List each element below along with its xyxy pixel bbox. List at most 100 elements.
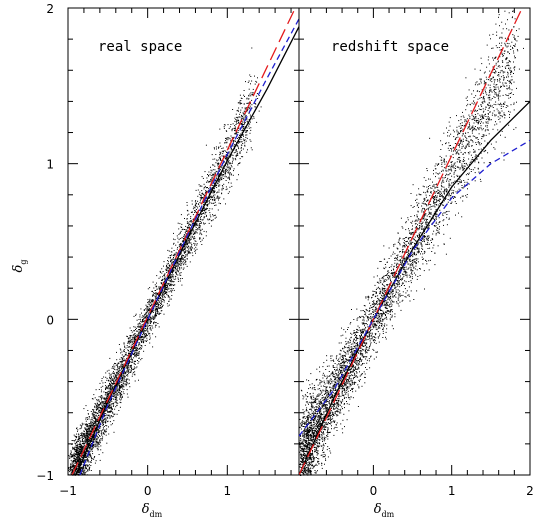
- scatter-point: [109, 407, 111, 409]
- scatter-point: [240, 139, 242, 141]
- scatter-point: [162, 291, 164, 293]
- scatter-point: [115, 375, 117, 377]
- scatter-point: [163, 283, 165, 285]
- scatter-point: [226, 157, 228, 159]
- scatter-point: [233, 168, 235, 170]
- scatter-point: [81, 457, 83, 458]
- scatter-point: [76, 454, 77, 456]
- scatter-point: [373, 349, 375, 351]
- scatter-point: [128, 363, 130, 364]
- scatter-point: [395, 291, 397, 293]
- scatter-point: [163, 274, 165, 276]
- scatter-point: [101, 406, 103, 408]
- scatter-point: [126, 371, 128, 373]
- scatter-point: [86, 431, 88, 433]
- scatter-point: [343, 350, 345, 352]
- scatter-point: [129, 352, 131, 354]
- scatter-point: [79, 471, 81, 473]
- scatter-point: [88, 442, 89, 444]
- scatter-point: [169, 265, 171, 267]
- scatter-point: [171, 262, 173, 264]
- scatter-point: [179, 223, 181, 225]
- scatter-point: [328, 448, 330, 449]
- scatter-point: [157, 309, 158, 310]
- scatter-point: [77, 446, 79, 448]
- scatter-point: [235, 129, 236, 131]
- scatter-point: [96, 405, 98, 407]
- scatter-point: [126, 368, 128, 370]
- scatter-point: [84, 459, 86, 461]
- scatter-point: [176, 260, 178, 262]
- scatter-point: [149, 321, 151, 323]
- scatter-point: [195, 231, 197, 233]
- scatter-point: [144, 327, 146, 329]
- scatter-point: [237, 152, 239, 154]
- scatter-point: [474, 172, 476, 174]
- scatter-point: [120, 349, 122, 351]
- scatter-point: [88, 454, 90, 456]
- scatter-point: [249, 132, 251, 134]
- scatter-point: [117, 394, 119, 396]
- scatter-point: [214, 169, 216, 171]
- scatter-point: [121, 368, 123, 369]
- scatter-point: [195, 205, 197, 207]
- scatter-point: [156, 297, 157, 299]
- scatter-point: [121, 384, 123, 386]
- scatter-point: [82, 439, 83, 441]
- scatter-point: [79, 461, 81, 463]
- scatter-point: [215, 176, 217, 178]
- scatter-point: [119, 367, 121, 368]
- scatter-point: [105, 399, 107, 401]
- scatter-point: [168, 279, 170, 281]
- scatter-point: [121, 351, 123, 353]
- scatter-point: [123, 366, 125, 368]
- scatter-point: [105, 434, 107, 436]
- scatter-point: [141, 348, 142, 350]
- scatter-point: [184, 231, 186, 233]
- scatter-point: [69, 466, 71, 468]
- scatter-point: [192, 222, 194, 224]
- scatter-point: [239, 94, 241, 96]
- scatter-point: [130, 356, 132, 358]
- scatter-point: [159, 307, 161, 309]
- scatter-point: [156, 302, 158, 304]
- scatter-point: [155, 311, 157, 313]
- scatter-point: [245, 81, 246, 83]
- scatter-point: [212, 202, 214, 204]
- scatter-point: [199, 200, 201, 202]
- scatter-point: [142, 320, 144, 322]
- scatter-point: [160, 297, 162, 299]
- scatter-point: [190, 233, 192, 235]
- scatter-point: [246, 137, 248, 139]
- scatter-point: [195, 246, 197, 248]
- scatter-point: [87, 433, 89, 435]
- scatter-point: [100, 403, 101, 405]
- scatter-point: [167, 263, 169, 265]
- scatter-point: [183, 234, 185, 236]
- scatter-point: [163, 301, 165, 303]
- scatter-point: [168, 304, 170, 306]
- scatter-point: [189, 221, 191, 223]
- scatter-point: [158, 298, 160, 299]
- scatter-point: [222, 160, 224, 162]
- scatter-point: [103, 412, 105, 414]
- scatter-point: [94, 438, 96, 440]
- scatter-point: [199, 227, 201, 229]
- scatter-point: [238, 116, 240, 118]
- scatter-point: [160, 301, 162, 303]
- scatter-point: [227, 177, 229, 179]
- scatter-point: [109, 421, 111, 423]
- scatter-point: [245, 107, 247, 109]
- scatter-point: [84, 469, 86, 471]
- scatter-point: [177, 267, 178, 269]
- scatter-point: [144, 313, 146, 315]
- scatter-point: [170, 276, 172, 278]
- scatter-point: [111, 384, 113, 386]
- scatter-point: [157, 294, 159, 296]
- scatter-point: [496, 31, 498, 33]
- scatter-point: [254, 103, 256, 104]
- scatter-point: [150, 321, 152, 323]
- scatter-point: [99, 440, 101, 442]
- scatter-point: [232, 154, 234, 156]
